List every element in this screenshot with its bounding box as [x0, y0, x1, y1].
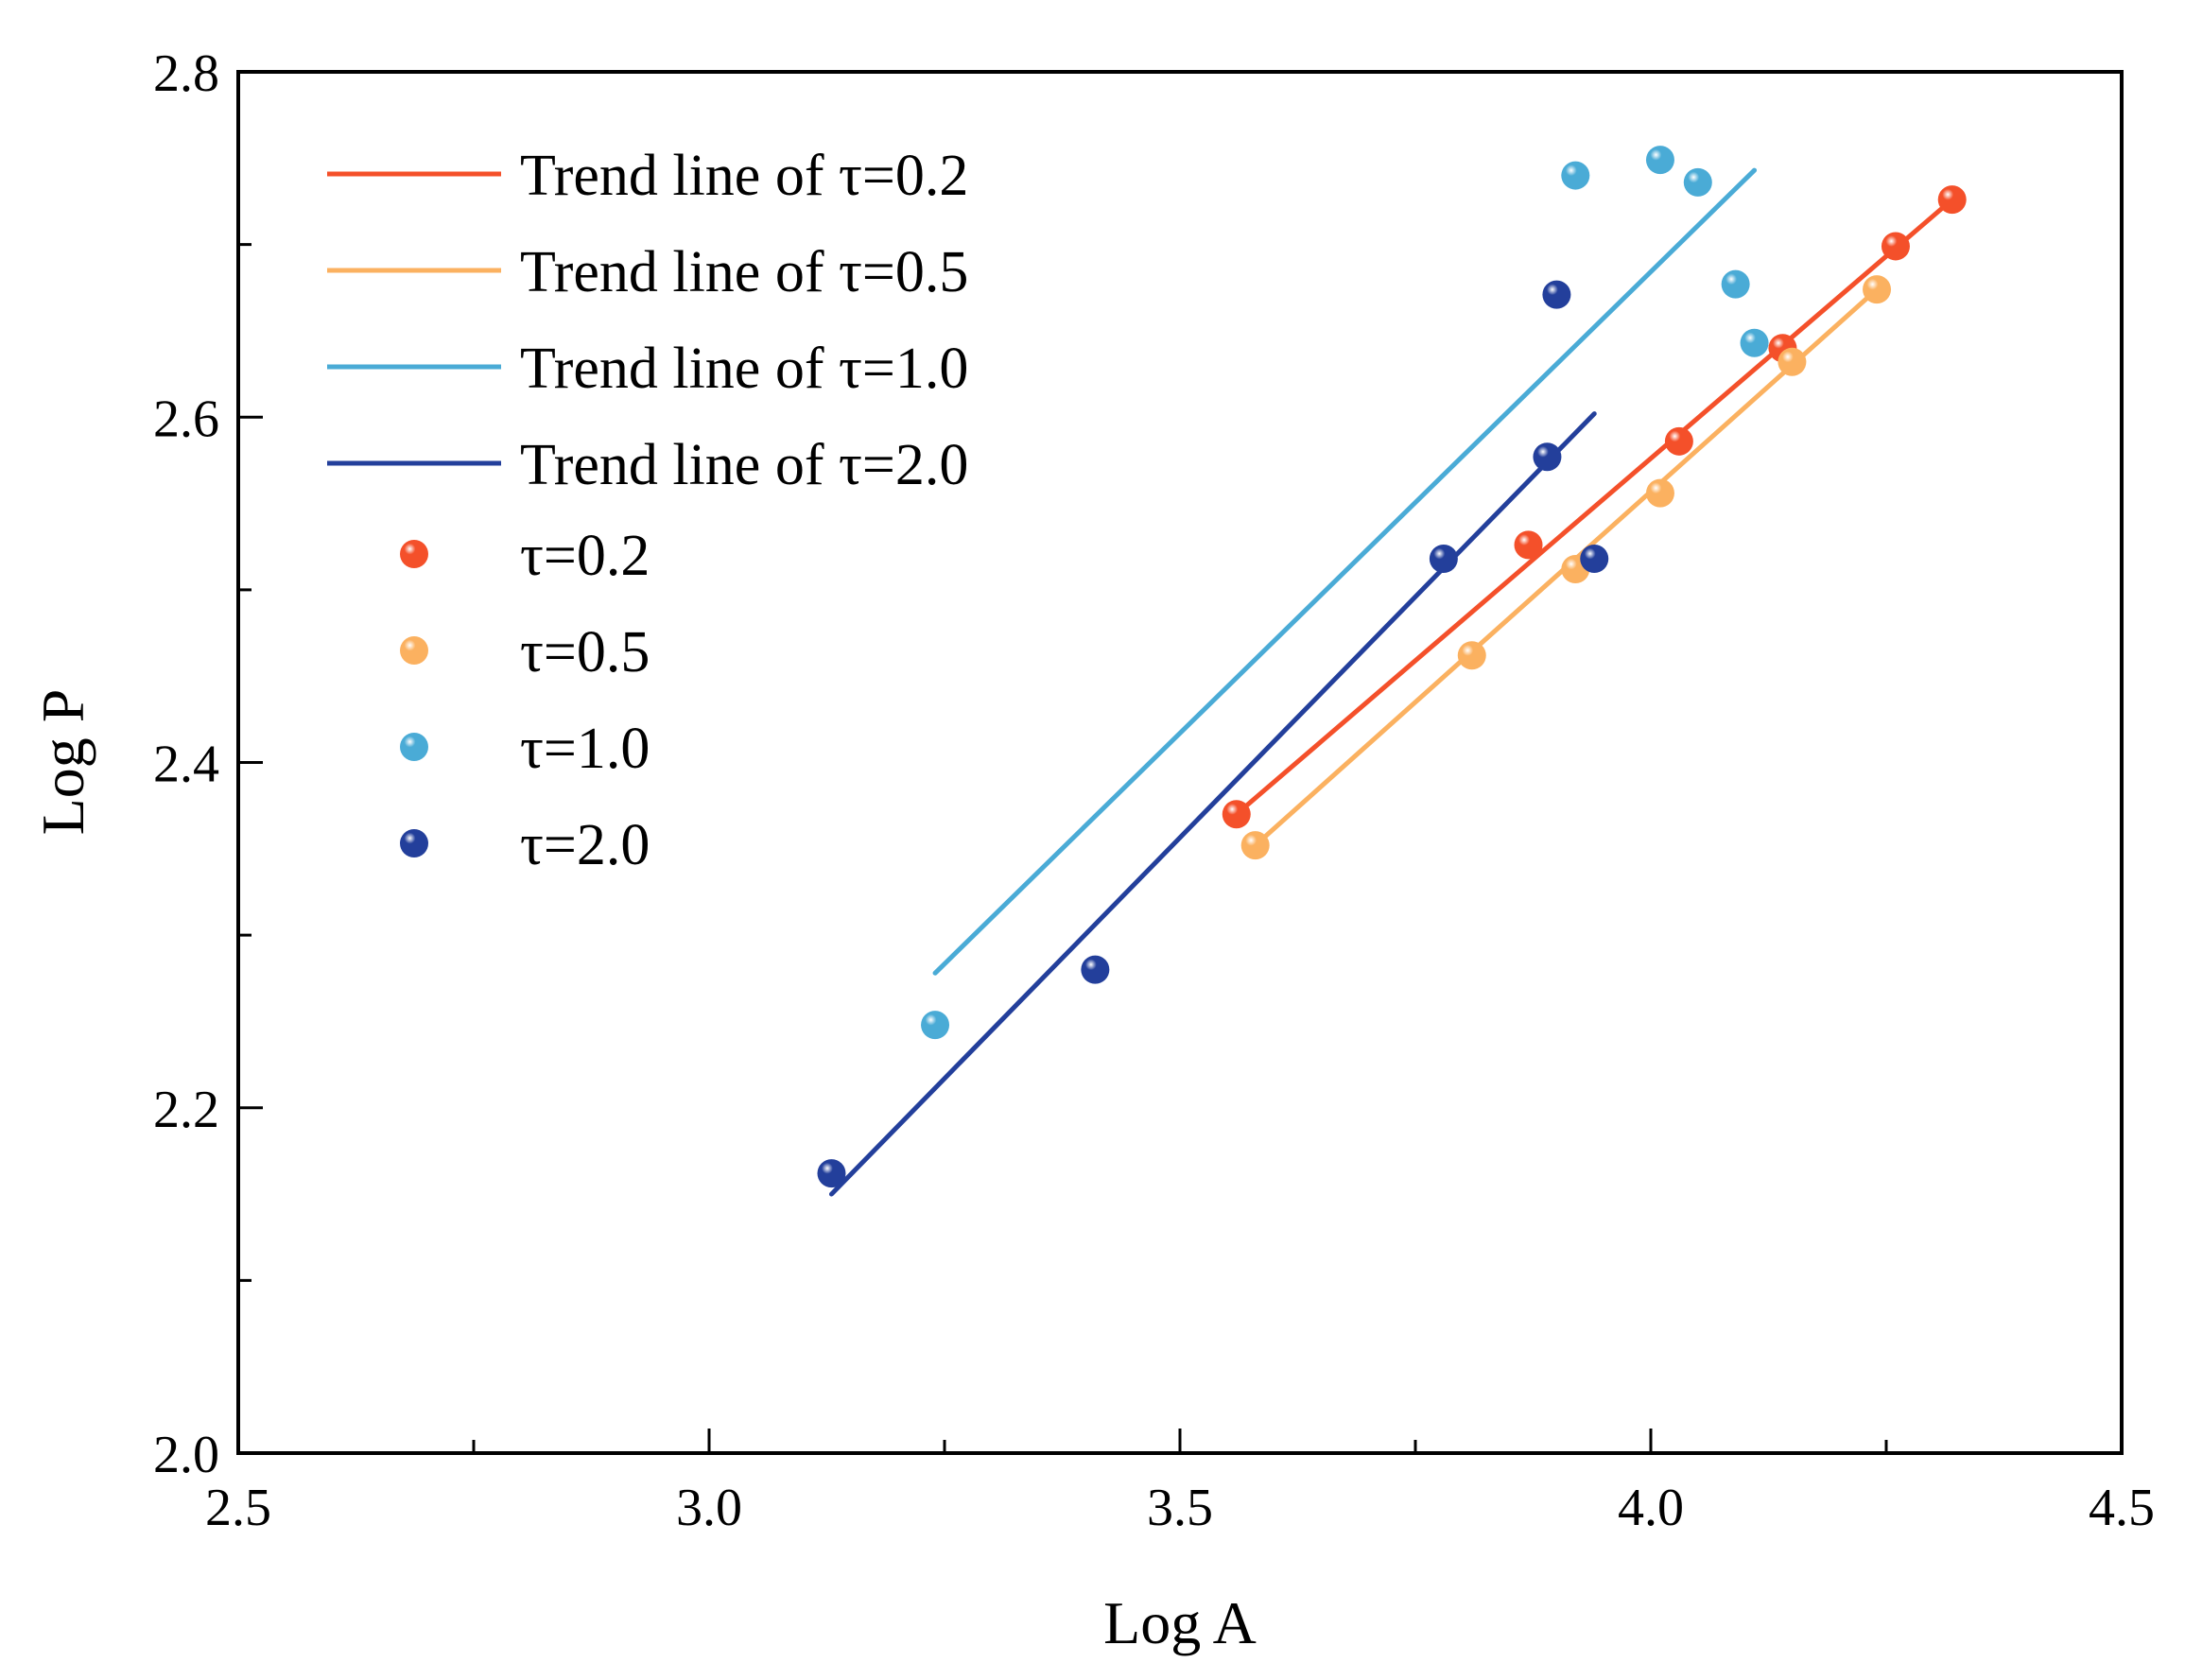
legend-trend-label: Trend line of τ=0.5: [520, 240, 968, 304]
data-point: [1457, 641, 1486, 670]
legend-point-swatch: [400, 540, 428, 568]
x-axis: 2.5 3.0 3.5 4.0 4.5: [205, 1429, 2155, 1537]
data-point: [1240, 831, 1270, 860]
data-point: [1881, 232, 1910, 261]
trend-line: [1234, 197, 1955, 817]
data-point: [1645, 146, 1674, 175]
x-tick-label: 3.5: [1147, 1479, 1213, 1537]
data-point: [1533, 442, 1562, 472]
legend-trend-label: Trend line of τ=2.0: [520, 433, 968, 497]
y-tick-label: 2.8: [153, 44, 219, 103]
legend-point-swatch: [400, 829, 428, 857]
y-tick-label: 2.4: [153, 736, 219, 794]
data-point: [921, 1011, 950, 1040]
legend-point-label: τ=2.0: [520, 813, 650, 877]
y-tick-label: 2.2: [153, 1081, 219, 1139]
y-axis: 2.0 2.2 2.4 2.6 2.8: [153, 44, 263, 1484]
legend-trend-label: Trend line of τ=0.2: [520, 144, 968, 208]
data-point: [1222, 800, 1251, 829]
data-point: [1081, 955, 1110, 984]
x-tick-label: 4.0: [1618, 1479, 1684, 1537]
trend-line: [932, 167, 1758, 976]
data-points: [817, 146, 1967, 1188]
legend: Trend line of τ=0.2 Trend line of τ=0.5 Tr…: [327, 144, 968, 877]
x-tick-label: 2.5: [205, 1479, 271, 1537]
data-point: [1777, 347, 1807, 376]
data-point: [1514, 530, 1543, 560]
y-tick-label: 2.6: [153, 390, 219, 448]
legend-point-label: τ=0.2: [520, 524, 650, 588]
data-point: [1561, 161, 1590, 190]
data-point: [1863, 275, 1892, 304]
data-point: [1580, 545, 1609, 574]
data-point: [1429, 545, 1458, 574]
legend-point-label: τ=0.5: [520, 620, 650, 684]
y-tick-label: 2.0: [153, 1426, 219, 1484]
x-tick-label: 4.5: [2089, 1479, 2155, 1537]
x-axis-title: Log A: [1103, 1589, 1257, 1656]
data-point: [1937, 185, 1967, 215]
legend-point-swatch: [400, 733, 428, 761]
data-point: [1740, 328, 1769, 357]
trend-lines: [828, 167, 1955, 1197]
y-axis-title: Log P: [29, 689, 96, 836]
trend-line: [828, 411, 1597, 1197]
data-point: [1683, 167, 1712, 197]
data-point: [817, 1159, 846, 1188]
data-point: [1542, 280, 1571, 309]
x-tick-label: 3.0: [676, 1479, 742, 1537]
data-point: [1664, 426, 1693, 456]
legend-point-label: τ=1.0: [520, 717, 650, 781]
data-point: [1721, 269, 1750, 299]
legend-trend-label: Trend line of τ=1.0: [520, 337, 968, 401]
legend-point-swatch: [400, 636, 428, 665]
data-point: [1645, 478, 1674, 508]
